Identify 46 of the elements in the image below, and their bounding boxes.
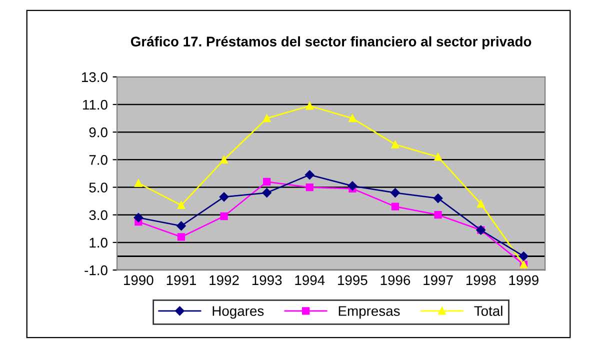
point <box>348 181 358 191</box>
x-tick-label: 1999 <box>509 275 538 286</box>
legend-label: Hogares <box>212 306 264 319</box>
point <box>263 178 271 186</box>
x-tick-label: 1990 <box>124 275 154 286</box>
x-tick-label: 1995 <box>338 275 368 286</box>
x-tick-label: 1991 <box>166 275 196 286</box>
point <box>263 114 271 122</box>
point <box>391 140 400 148</box>
point <box>305 170 314 180</box>
x-tick-label: 1993 <box>252 275 282 286</box>
point <box>134 213 144 222</box>
y-tick-label: 9.0 <box>89 127 108 138</box>
point <box>262 188 272 198</box>
point <box>220 212 228 220</box>
y-tick-label: -1.0 <box>84 265 108 276</box>
y-tick-label: 3.0 <box>89 210 108 220</box>
point <box>348 114 356 122</box>
x-tick-label: 1992 <box>210 275 239 286</box>
point <box>177 233 186 241</box>
point <box>306 102 314 110</box>
y-tick-label: 7.0 <box>89 155 108 165</box>
y-tick-label: 11.0 <box>83 100 108 110</box>
point <box>391 202 400 210</box>
point <box>306 183 314 192</box>
point <box>220 156 228 164</box>
y-tick-label: 1.0 <box>90 238 108 248</box>
y-tick-label: 13.0 <box>82 72 108 82</box>
point <box>519 252 528 261</box>
x-tick-label: 1994 <box>295 275 325 286</box>
point <box>434 153 442 161</box>
point <box>219 192 229 202</box>
point <box>177 201 186 210</box>
y-tick-label: 5.0 <box>89 182 108 192</box>
point <box>390 188 400 198</box>
x-tick-label: 1998 <box>466 275 496 286</box>
legend-label: Total <box>474 306 502 316</box>
point <box>477 200 485 208</box>
point <box>176 221 186 231</box>
point <box>134 179 142 187</box>
point <box>434 211 442 219</box>
chart-title: Gráfico 17. Préstamos del sector financiero al sector privado <box>130 36 532 50</box>
point <box>433 194 443 203</box>
legend-label: Empresas <box>338 306 400 319</box>
x-tick-label: 1996 <box>380 275 410 286</box>
x-tick-label: 1997 <box>424 275 453 286</box>
